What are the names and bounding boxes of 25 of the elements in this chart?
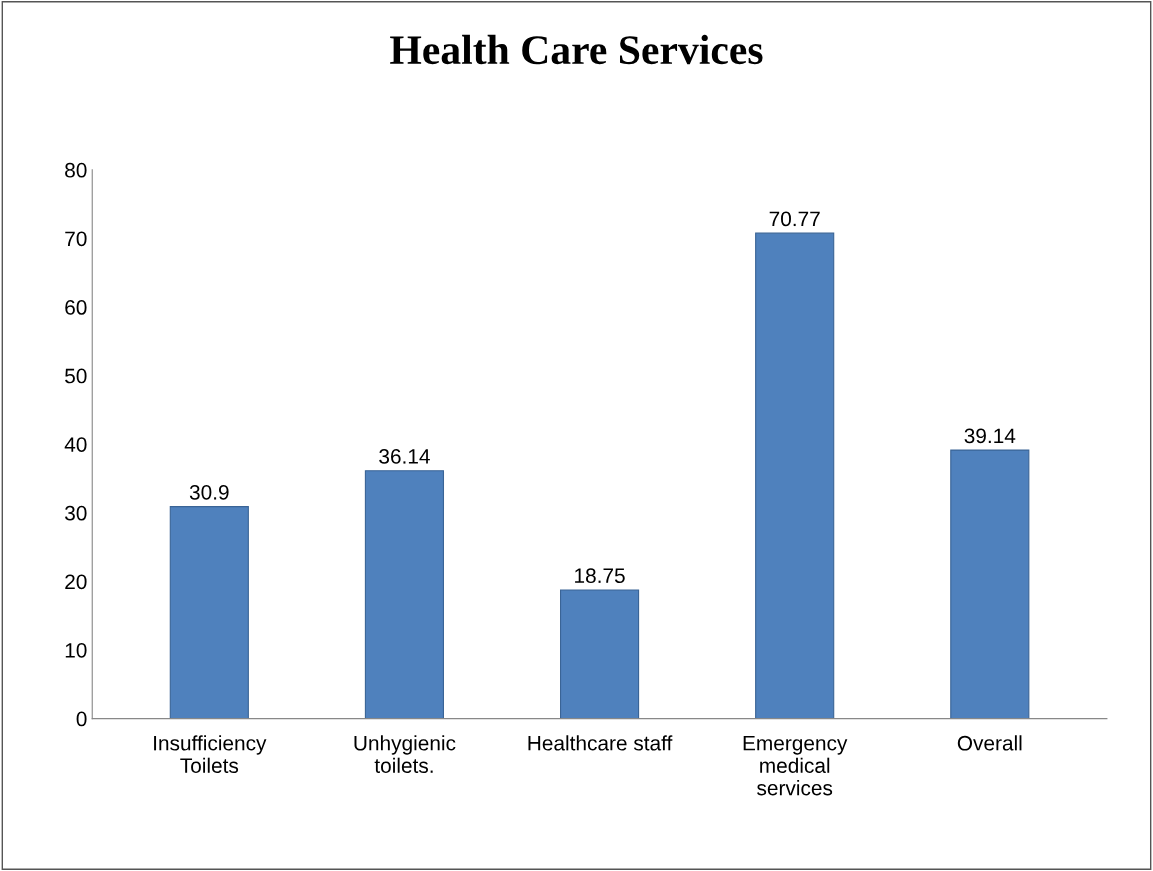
bar [169,506,249,719]
bar [364,470,445,719]
data-label: 39.14 [964,428,1016,444]
y-tick-label: 70 [65,231,87,247]
bar [755,232,835,719]
bar [559,589,640,719]
data-label: 36.14 [379,449,430,464]
y-tick-label: 80 [65,162,87,178]
y-tick-label: 50 [65,368,87,384]
x-tick-label: Healthcare staff [528,735,673,751]
data-label: 18.75 [575,568,625,584]
y-tick-label: 30 [65,505,87,521]
y-tick-label: 40 [64,437,87,452]
x-tick-label: Unhygienic toilets. [354,735,456,773]
data-label: 30.9 [189,484,229,500]
bar [950,449,1030,719]
y-tick-label: 0 [76,711,87,727]
y-tick-label: 60 [65,300,87,315]
x-tick-label: Emergency medical services [743,736,848,796]
x-tick-label: Insufficiency Toilets [154,735,267,773]
chart-title: Health Care Services [390,34,763,65]
y-tick-label: 20 [65,574,87,590]
x-tick-label: Overall [957,735,1022,751]
y-tick-label: 10 [65,642,87,658]
data-label: 70.77 [769,211,820,227]
